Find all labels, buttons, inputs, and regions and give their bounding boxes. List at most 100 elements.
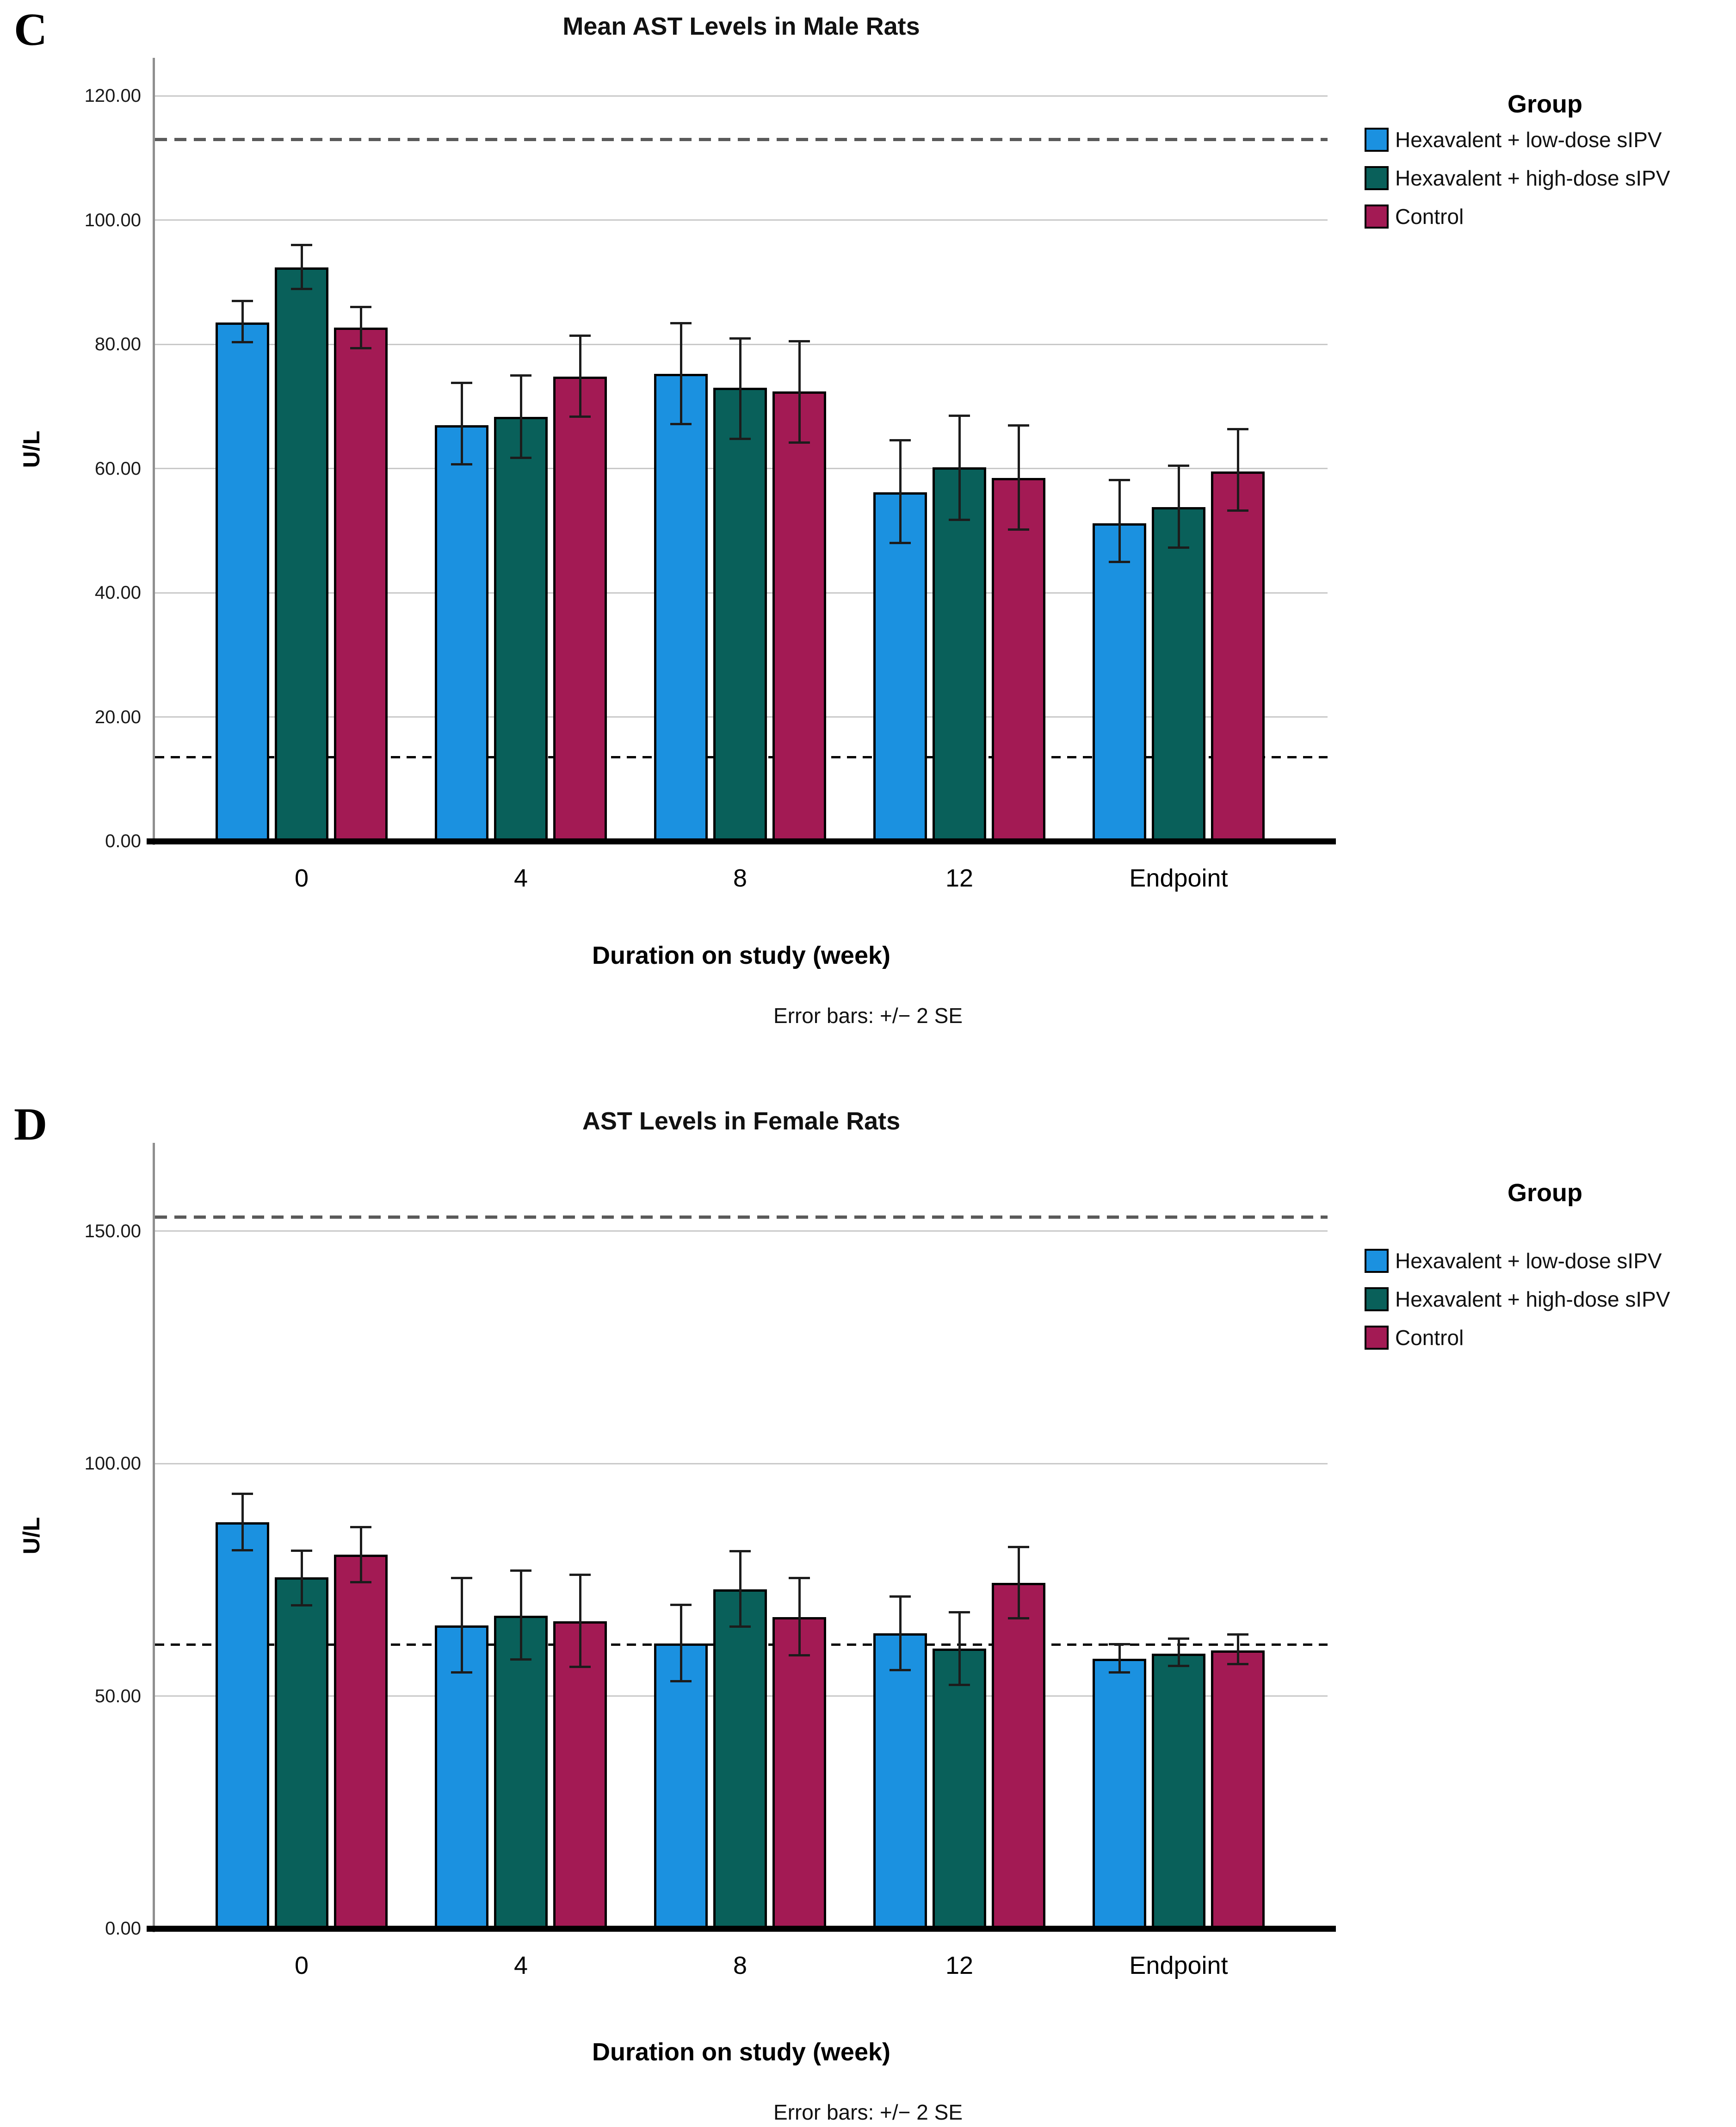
error-bar [899,440,902,543]
legend-item-label: Hexavalent + high-dose sIPV [1395,166,1670,190]
error-bar-cap-bottom [1109,1671,1130,1674]
legend-swatch [1365,1249,1389,1273]
panel-letter-c: C [14,4,48,55]
bar [275,1577,328,1929]
legend-item: Hexavalent + low-dose sIPV [1365,1249,1662,1273]
bar [992,1583,1045,1929]
error-bar-cap-bottom [1227,509,1248,512]
error-bar-cap-bottom [1227,1663,1248,1666]
error-bar-cap-top [569,1574,591,1576]
bar [1093,1659,1146,1929]
error-bar-cap-top [670,322,692,325]
bar [275,267,328,841]
error-bar-cap-top [1109,478,1130,481]
error-bar-cap-top [510,374,531,377]
bar [435,1625,488,1929]
plot-area-female: 0.00 50.00 100.00 150.00 0 4 8 12 Endpoint [85,1143,1336,1979]
error-bar [1177,1638,1180,1667]
bar [553,1621,607,1929]
y-tick-label: 150.00 [84,1221,141,1241]
y-axis-line [153,1143,155,1932]
legend-item: Control [1365,1326,1464,1350]
error-bar [739,1550,741,1627]
x-tick-label: 0 [294,864,309,892]
panel-male-rats: C Mean AST Levels in Male Rats U/L 0.00 2… [14,0,1735,1064]
x-axis-title-female: Duration on study (week) [592,2038,891,2066]
bar [1211,471,1265,841]
error-bar [579,1575,581,1668]
bar [713,387,767,841]
legend-title-female: Group [1507,1179,1582,1207]
error-bar [1236,428,1239,511]
gridline [155,343,1328,345]
reference-line [155,137,1328,141]
legend-item-label: Control [1395,205,1464,229]
error-bar-cap-top [569,335,591,337]
bar [772,1617,826,1929]
panel-letter-d: D [14,1098,48,1150]
error-bar [300,245,303,289]
error-bar-cap-bottom [451,463,472,466]
x-tick-label: 12 [945,864,974,892]
error-bar-cap-top [789,1577,810,1580]
error-bar-cap-top [729,1550,751,1552]
reference-line [155,1215,1328,1219]
error-bar-cap-bottom [1008,1617,1029,1619]
error-bar-cap-bottom [890,541,911,544]
error-bar-cap-top [890,439,911,441]
legend-item-label: Control [1395,1326,1464,1350]
bar [334,327,388,841]
legend-male: Group Hexavalent + low-dose sIPV Hexavale… [1365,0,1735,1064]
error-bar [460,1578,463,1673]
y-tick-label: 50.00 [94,1686,141,1706]
error-bar-cap-bottom [670,423,692,426]
error-bar-cap-bottom [949,1684,970,1687]
bar [713,1589,767,1929]
legend-swatch [1365,1326,1389,1350]
plot-area-male: 0.00 20.00 40.00 60.00 80.00 100.00 120.00 0 4 8 1… [85,58,1336,892]
error-bar-cap-top [232,300,253,303]
bar [992,477,1045,841]
bar [494,1615,548,1929]
error-bar-cap-bottom [350,347,371,350]
gridline [155,1463,1328,1464]
y-tick-label: 100.00 [84,1453,141,1474]
x-tick-label: 12 [945,1952,974,1979]
error-bar-cap-top [890,1595,911,1598]
y-tick-label: 0.00 [105,1918,141,1939]
error-bar-cap-top [1227,1633,1248,1636]
error-bars-note-male: Error bars: +/− 2 SE [773,1004,963,1028]
error-bar [680,323,682,425]
x-tick-label: 4 [513,864,528,892]
y-tick-label: 40.00 [94,583,141,603]
legend-title-male: Group [1507,90,1582,118]
error-bar-cap-bottom [789,441,810,444]
error-bar-cap-top [729,337,751,340]
bar [873,1633,927,1929]
legend-item-label: Hexavalent + low-dose sIPV [1395,128,1662,152]
error-bar-cap-top [670,1603,692,1606]
error-bar-cap-top [789,340,810,343]
error-bar [579,335,581,417]
error-bar-cap-bottom [949,518,970,521]
error-bar [958,1612,961,1686]
error-bar-cap-bottom [1168,546,1189,549]
bar [654,1643,708,1929]
error-bar-cap-bottom [291,1604,312,1606]
error-bar-cap-bottom [789,1654,810,1657]
error-bar-cap-top [1008,1545,1029,1548]
error-bar-cap-bottom [569,1666,591,1668]
error-bar [241,1494,244,1550]
chart-title-male: Mean AST Levels in Male Rats [562,12,920,40]
y-tick-label: 0.00 [105,831,141,851]
x-tick-label: Endpoint [1129,864,1228,892]
error-bar [519,1570,522,1660]
error-bar-cap-top [1109,1643,1130,1645]
legend-item: Hexavalent + high-dose sIPV [1365,166,1670,190]
legend-item: Control [1365,205,1464,229]
x-tick-label: 0 [294,1952,309,1979]
bar [873,492,927,841]
legend-swatch [1365,205,1389,229]
error-bar [1236,1634,1239,1665]
